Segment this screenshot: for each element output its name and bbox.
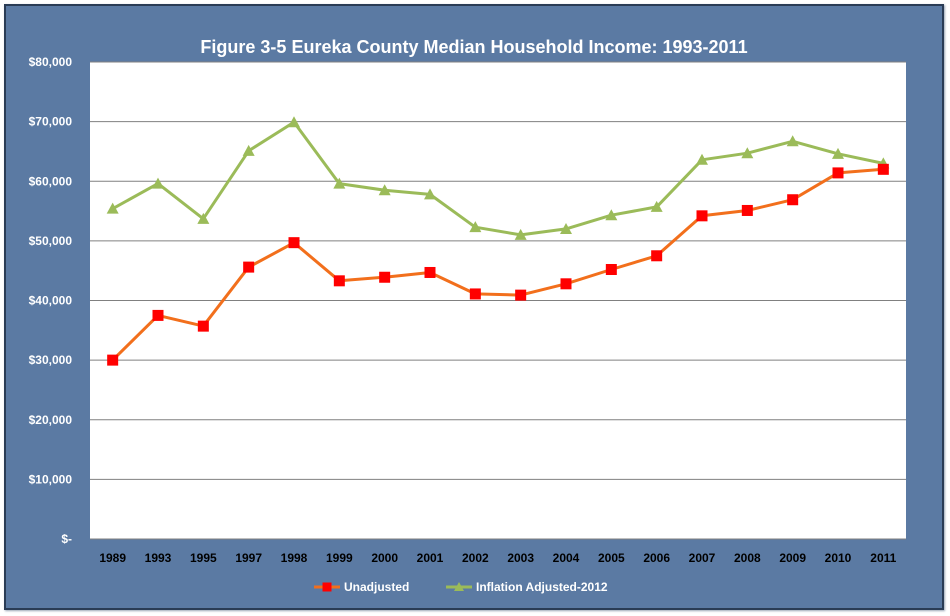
- data-point: [424, 266, 436, 278]
- y-tick-label: $10,000: [29, 472, 73, 486]
- data-point: [560, 222, 572, 234]
- series-unadjusted: [107, 163, 889, 366]
- data-point: [333, 275, 345, 287]
- y-axis-tick-labels: $- $10,000 $20,000 $30,000 $40,000 $50,000 $60…: [29, 55, 73, 546]
- legend-label: Unadjusted: [344, 580, 409, 594]
- x-tick-label: 1995: [190, 551, 217, 565]
- x-tick-label: 1993: [145, 551, 172, 565]
- data-point: [243, 261, 255, 273]
- legend-marker: [454, 582, 464, 591]
- data-point: [787, 194, 799, 206]
- series-inflation-adjusted-2012: [106, 116, 890, 240]
- y-tick-label: $-: [61, 532, 72, 546]
- x-tick-label: 2009: [779, 551, 806, 565]
- data-point: [469, 288, 481, 300]
- y-tick-label: $70,000: [29, 115, 73, 129]
- data-point: [106, 202, 119, 214]
- data-point: [877, 163, 889, 175]
- series-layer: [106, 116, 890, 366]
- data-point: [650, 200, 663, 212]
- y-tick-label: $60,000: [29, 174, 73, 188]
- data-point: [741, 204, 753, 216]
- x-tick-label: 1998: [281, 551, 308, 565]
- data-point: [605, 263, 617, 275]
- data-point: [832, 147, 844, 159]
- legend-label: Inflation Adjusted-2012: [476, 580, 608, 594]
- y-tick-label: $40,000: [29, 294, 73, 308]
- data-point: [786, 135, 799, 147]
- x-tick-label: 2007: [689, 551, 716, 565]
- chart-title: Figure 3-5 Eureka County Median Househol…: [200, 37, 747, 57]
- x-tick-label: 2002: [462, 551, 489, 565]
- legend-item: Inflation Adjusted-2012: [446, 580, 608, 594]
- x-tick-label: 2010: [825, 551, 852, 565]
- data-point: [696, 210, 708, 222]
- data-point: [288, 116, 300, 128]
- legend-item: Unadjusted: [314, 580, 409, 594]
- x-tick-label: 2006: [643, 551, 670, 565]
- x-tick-label: 1997: [235, 551, 262, 565]
- x-axis-tick-labels: 1989 1993 1995 1997 1998 1999 2000 2001 2002 2003…: [99, 551, 896, 565]
- series-line: [111, 167, 884, 362]
- x-tick-label: 2003: [507, 551, 534, 565]
- data-point: [197, 320, 209, 332]
- data-point: [469, 221, 482, 233]
- data-point: [288, 237, 300, 249]
- data-point: [379, 271, 391, 283]
- data-point: [696, 153, 708, 165]
- legend: Unadjusted Inflation Adjusted-2012: [314, 580, 608, 594]
- data-point: [242, 144, 255, 156]
- data-point: [197, 212, 210, 224]
- data-point: [333, 177, 346, 189]
- x-tick-label: 1999: [326, 551, 353, 565]
- data-point: [107, 354, 119, 366]
- data-point: [651, 250, 663, 262]
- y-tick-label: $80,000: [29, 55, 73, 69]
- data-point: [424, 188, 436, 200]
- x-tick-label: 2004: [553, 551, 580, 565]
- data-point: [378, 184, 391, 196]
- x-tick-label: 2011: [870, 551, 896, 565]
- x-tick-label: 2001: [417, 551, 444, 565]
- gridlines: [90, 61, 906, 540]
- x-tick-label: 2000: [371, 551, 398, 565]
- data-point: [560, 278, 572, 290]
- data-point: [514, 228, 527, 240]
- y-tick-label: $30,000: [29, 353, 73, 367]
- x-tick-label: 2005: [598, 551, 625, 565]
- data-point: [605, 209, 618, 221]
- data-point: [832, 167, 844, 179]
- data-point: [152, 177, 164, 189]
- data-point: [515, 289, 527, 301]
- data-point: [152, 309, 164, 321]
- y-tick-label: $20,000: [29, 413, 73, 427]
- y-tick-label: $50,000: [29, 234, 73, 248]
- legend-marker: [322, 582, 332, 592]
- line-chart: Figure 3-5 Eureka County Median Househol…: [29, 37, 906, 594]
- x-tick-label: 2008: [734, 551, 761, 565]
- series-line: [111, 120, 884, 237]
- chart-frame: Figure 3-5 Eureka County Median Househol…: [4, 4, 944, 610]
- x-tick-label: 1989: [99, 551, 126, 565]
- data-point: [741, 147, 754, 159]
